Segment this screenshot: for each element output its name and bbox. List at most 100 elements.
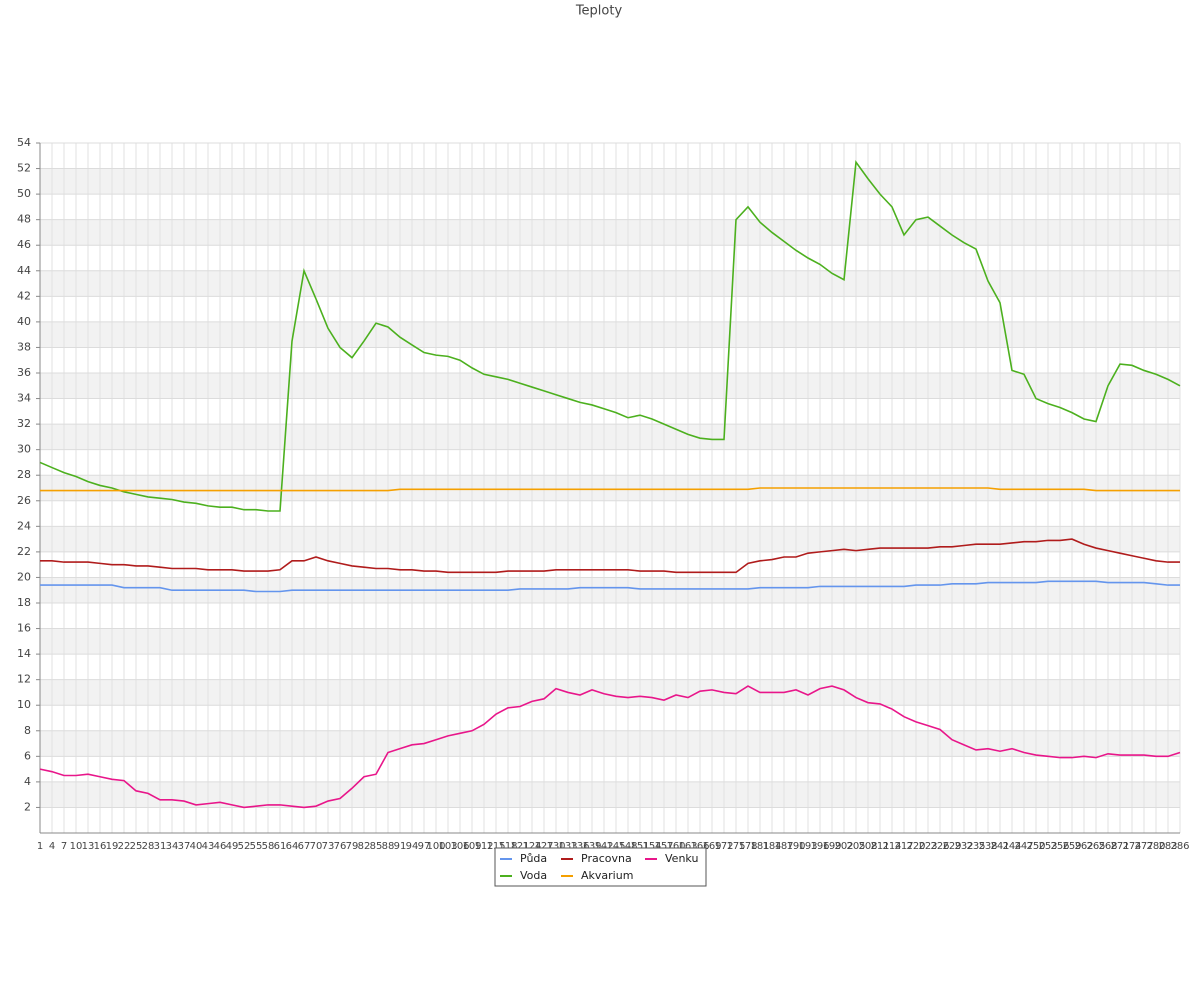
x-tick-label: 70 (310, 841, 323, 852)
y-tick-label: 18 (17, 596, 31, 609)
grid-band (40, 526, 1180, 552)
x-tick-label: 166 (690, 841, 709, 852)
x-tick-label: 211 (870, 841, 889, 852)
x-tick-label: 172 (714, 841, 733, 852)
y-tick-label: 20 (17, 570, 31, 583)
x-tick-label: 16 (94, 841, 107, 852)
y-tick-label: 36 (17, 366, 31, 379)
grid-band (40, 730, 1180, 757)
y-tick-label: 32 (17, 417, 31, 430)
series-line (39, 685, 1181, 809)
x-tick-label: 241 (990, 841, 1009, 852)
legend-label: Voda (520, 869, 547, 882)
y-tick-label: 28 (17, 468, 31, 481)
x-tick-label: 271 (1110, 841, 1129, 852)
x-tick-label: 46 (214, 841, 227, 852)
series-line (40, 538, 1180, 574)
x-tick-label: 64 (286, 841, 299, 852)
y-tick-label: 6 (24, 749, 31, 762)
y-tick-label: 46 (17, 238, 31, 251)
x-tick-label: 76 (334, 841, 347, 852)
x-tick-label: 196 (810, 841, 829, 852)
x-tick-label: 160 (666, 841, 685, 852)
x-tick-label: 1 (37, 841, 43, 852)
x-tick-label: 52 (238, 841, 251, 852)
series-line (40, 580, 1180, 593)
x-tick-label: 202 (834, 841, 853, 852)
legend-label: Půda (520, 852, 547, 865)
x-tick-label: 223 (918, 841, 937, 852)
y-tick-label: 22 (17, 545, 31, 558)
x-tick-label: 232 (954, 841, 973, 852)
grid-band (40, 270, 1180, 297)
y-tick-label: 38 (17, 340, 31, 353)
x-tick-label: 193 (798, 841, 817, 852)
grid-band (40, 781, 1180, 808)
y-tick-label: 42 (17, 289, 31, 302)
legend-box (494, 847, 707, 887)
grid-band (40, 475, 1180, 501)
x-tick-label: 217 (894, 841, 913, 852)
x-tick-label: 133 (558, 841, 577, 852)
x-tick-label: 151 (630, 841, 649, 852)
x-tick-label: 262 (1074, 841, 1093, 852)
x-tick-label: 85 (370, 841, 383, 852)
y-tick-label: 26 (17, 494, 31, 507)
grid-band (40, 628, 1180, 655)
x-tick-label: 25 (130, 841, 143, 852)
x-tick-label: 142 (594, 841, 613, 852)
x-tick-label: 118 (498, 841, 517, 852)
x-tick-label: 286 (1170, 841, 1189, 852)
x-tick-label: 28 (142, 841, 155, 852)
x-tick-label: 136 (570, 841, 589, 852)
x-tick-label: 277 (1134, 841, 1153, 852)
grid-band (40, 373, 1180, 399)
x-tick-label: 181 (750, 841, 769, 852)
x-tick-label: 106 (450, 841, 469, 852)
x-tick-label: 274 (1122, 841, 1141, 852)
x-tick-label: 40 (190, 841, 203, 852)
y-tick-label: 14 (17, 647, 31, 660)
y-tick-label: 34 (17, 392, 31, 405)
x-tick-label: 7 (61, 841, 67, 852)
x-tick-label: 31 (154, 841, 167, 852)
x-tick-label: 145 (606, 841, 625, 852)
x-tick-label: 49 (226, 841, 239, 852)
x-tick-label: 169 (702, 841, 721, 852)
x-tick-label: 43 (202, 841, 215, 852)
x-tick-label: 175 (726, 841, 745, 852)
y-tick-label: 50 (17, 187, 31, 200)
legend-label: Akvarium (581, 869, 633, 882)
x-tick-label: 34 (166, 841, 179, 852)
x-tick-label: 79 (346, 841, 359, 852)
x-tick-label: 265 (1086, 841, 1105, 852)
x-tick-label: 253 (1038, 841, 1057, 852)
x-tick-label: 94 (406, 841, 419, 852)
x-tick-label: 148 (618, 841, 637, 852)
legend-label: Venku (665, 852, 698, 865)
x-tick-label: 247 (1014, 841, 1033, 852)
chart-title: Teploty (575, 4, 623, 19)
x-tick-label: 112 (474, 841, 493, 852)
y-tick-label: 2 (24, 800, 31, 813)
x-tick-label: 37 (178, 841, 191, 852)
legend-label: Pracovna (581, 852, 632, 865)
x-tick-label: 163 (678, 841, 697, 852)
y-tick-label: 52 (17, 162, 31, 175)
x-tick-label: 67 (298, 841, 311, 852)
x-tick-label: 187 (774, 841, 793, 852)
x-tick-label: 13 (82, 841, 95, 852)
series-line (39, 159, 1181, 512)
x-tick-label: 115 (486, 841, 505, 852)
x-tick-label: 244 (1002, 841, 1021, 852)
y-tick-label: 4 (24, 775, 31, 788)
x-tick-label: 55 (250, 841, 263, 852)
x-tick-label: 229 (942, 841, 961, 852)
x-tick-label: 10 (70, 841, 83, 852)
x-tick-label: 226 (930, 841, 949, 852)
grid-band (40, 424, 1180, 450)
y-tick-label: 48 (17, 213, 31, 226)
y-tick-label: 12 (17, 673, 31, 686)
grid-band (40, 219, 1180, 246)
